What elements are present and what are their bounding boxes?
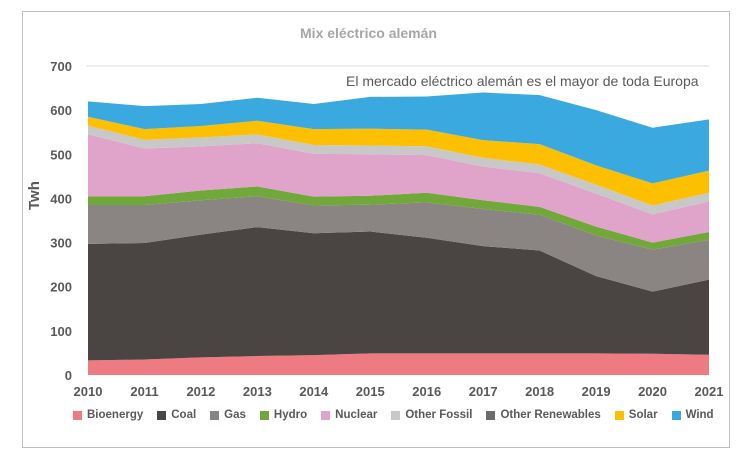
- legend-item-solar: Solar: [614, 409, 658, 421]
- x-tick-label: 2016: [412, 384, 441, 399]
- legend-swatch: [73, 410, 82, 420]
- y-tick-label: 400: [50, 191, 72, 206]
- legend-label: Solar: [628, 409, 658, 421]
- x-tick-label: 2015: [356, 384, 385, 399]
- area-coal: [88, 227, 709, 361]
- x-tick-label: 2014: [299, 384, 329, 399]
- legend-item-coal: Coal: [157, 409, 196, 421]
- legend-swatch: [259, 410, 269, 420]
- legend-swatch: [321, 410, 331, 420]
- area-nuclear: [88, 134, 709, 243]
- legend-item-other-fossil: Other Fossil: [391, 409, 472, 421]
- legend-item-nuclear: Nuclear: [321, 409, 377, 421]
- area-hydro: [88, 186, 709, 250]
- chart-frame: [22, 11, 730, 448]
- legend-swatch: [157, 410, 167, 420]
- area-wind: [88, 92, 709, 184]
- x-tick-label: 2013: [243, 384, 272, 399]
- legend-label: Coal: [171, 409, 197, 421]
- x-tick-label: 2010: [74, 384, 103, 399]
- y-tick-label: 200: [50, 280, 72, 295]
- x-tick-label: 2020: [638, 384, 667, 399]
- y-tick-label: 600: [50, 103, 72, 118]
- area-gas: [88, 196, 709, 292]
- y-tick-label: 100: [50, 324, 72, 339]
- area-bioenergy: [88, 353, 709, 375]
- legend-item-wind: Wind: [671, 409, 714, 421]
- legend-label: Other Fossil: [405, 409, 473, 421]
- x-tick-label: 2011: [130, 384, 158, 399]
- area-solar: [88, 116, 709, 206]
- legend-label: Wind: [685, 409, 714, 421]
- legend: Bioenergy Coal Gas Hydro Nuclear Other Fossil…: [73, 409, 728, 421]
- legend-label: Bioenergy: [87, 409, 144, 421]
- legend-swatch: [210, 410, 220, 420]
- legend-item-gas: Gas: [210, 409, 246, 421]
- chart-title: Mix eléctrico alemán: [300, 25, 437, 41]
- legend-swatch: [391, 410, 401, 420]
- legend-item-hydro: Hydro: [259, 409, 308, 421]
- x-tick-label: 2018: [525, 384, 554, 399]
- y-tick-label: 700: [50, 59, 72, 74]
- y-tick-label: 500: [50, 147, 72, 162]
- area-other-fossil: [88, 125, 709, 215]
- legend-swatch: [486, 410, 496, 420]
- legend-label: Other Renewables: [500, 409, 601, 421]
- y-tick-label: 0: [65, 368, 72, 383]
- y-tick-label: 300: [50, 236, 72, 251]
- legend-label: Gas: [224, 409, 246, 421]
- x-tick-label: 2021: [695, 384, 724, 399]
- x-tick-label: 2017: [469, 384, 498, 399]
- legend-swatch: [614, 410, 624, 420]
- x-tick-label: 2019: [582, 384, 611, 399]
- legend-label: Hydro: [273, 409, 308, 421]
- legend-item-bioenergy: Bioenergy: [73, 409, 143, 421]
- legend-item-other-renewables: Other Renewables: [486, 409, 601, 421]
- legend-label: Nuclear: [335, 409, 378, 421]
- x-tick-label: 2012: [186, 384, 215, 399]
- legend-swatch: [671, 410, 681, 420]
- chart-annotation: El mercado eléctrico alemán es el mayor …: [344, 73, 701, 89]
